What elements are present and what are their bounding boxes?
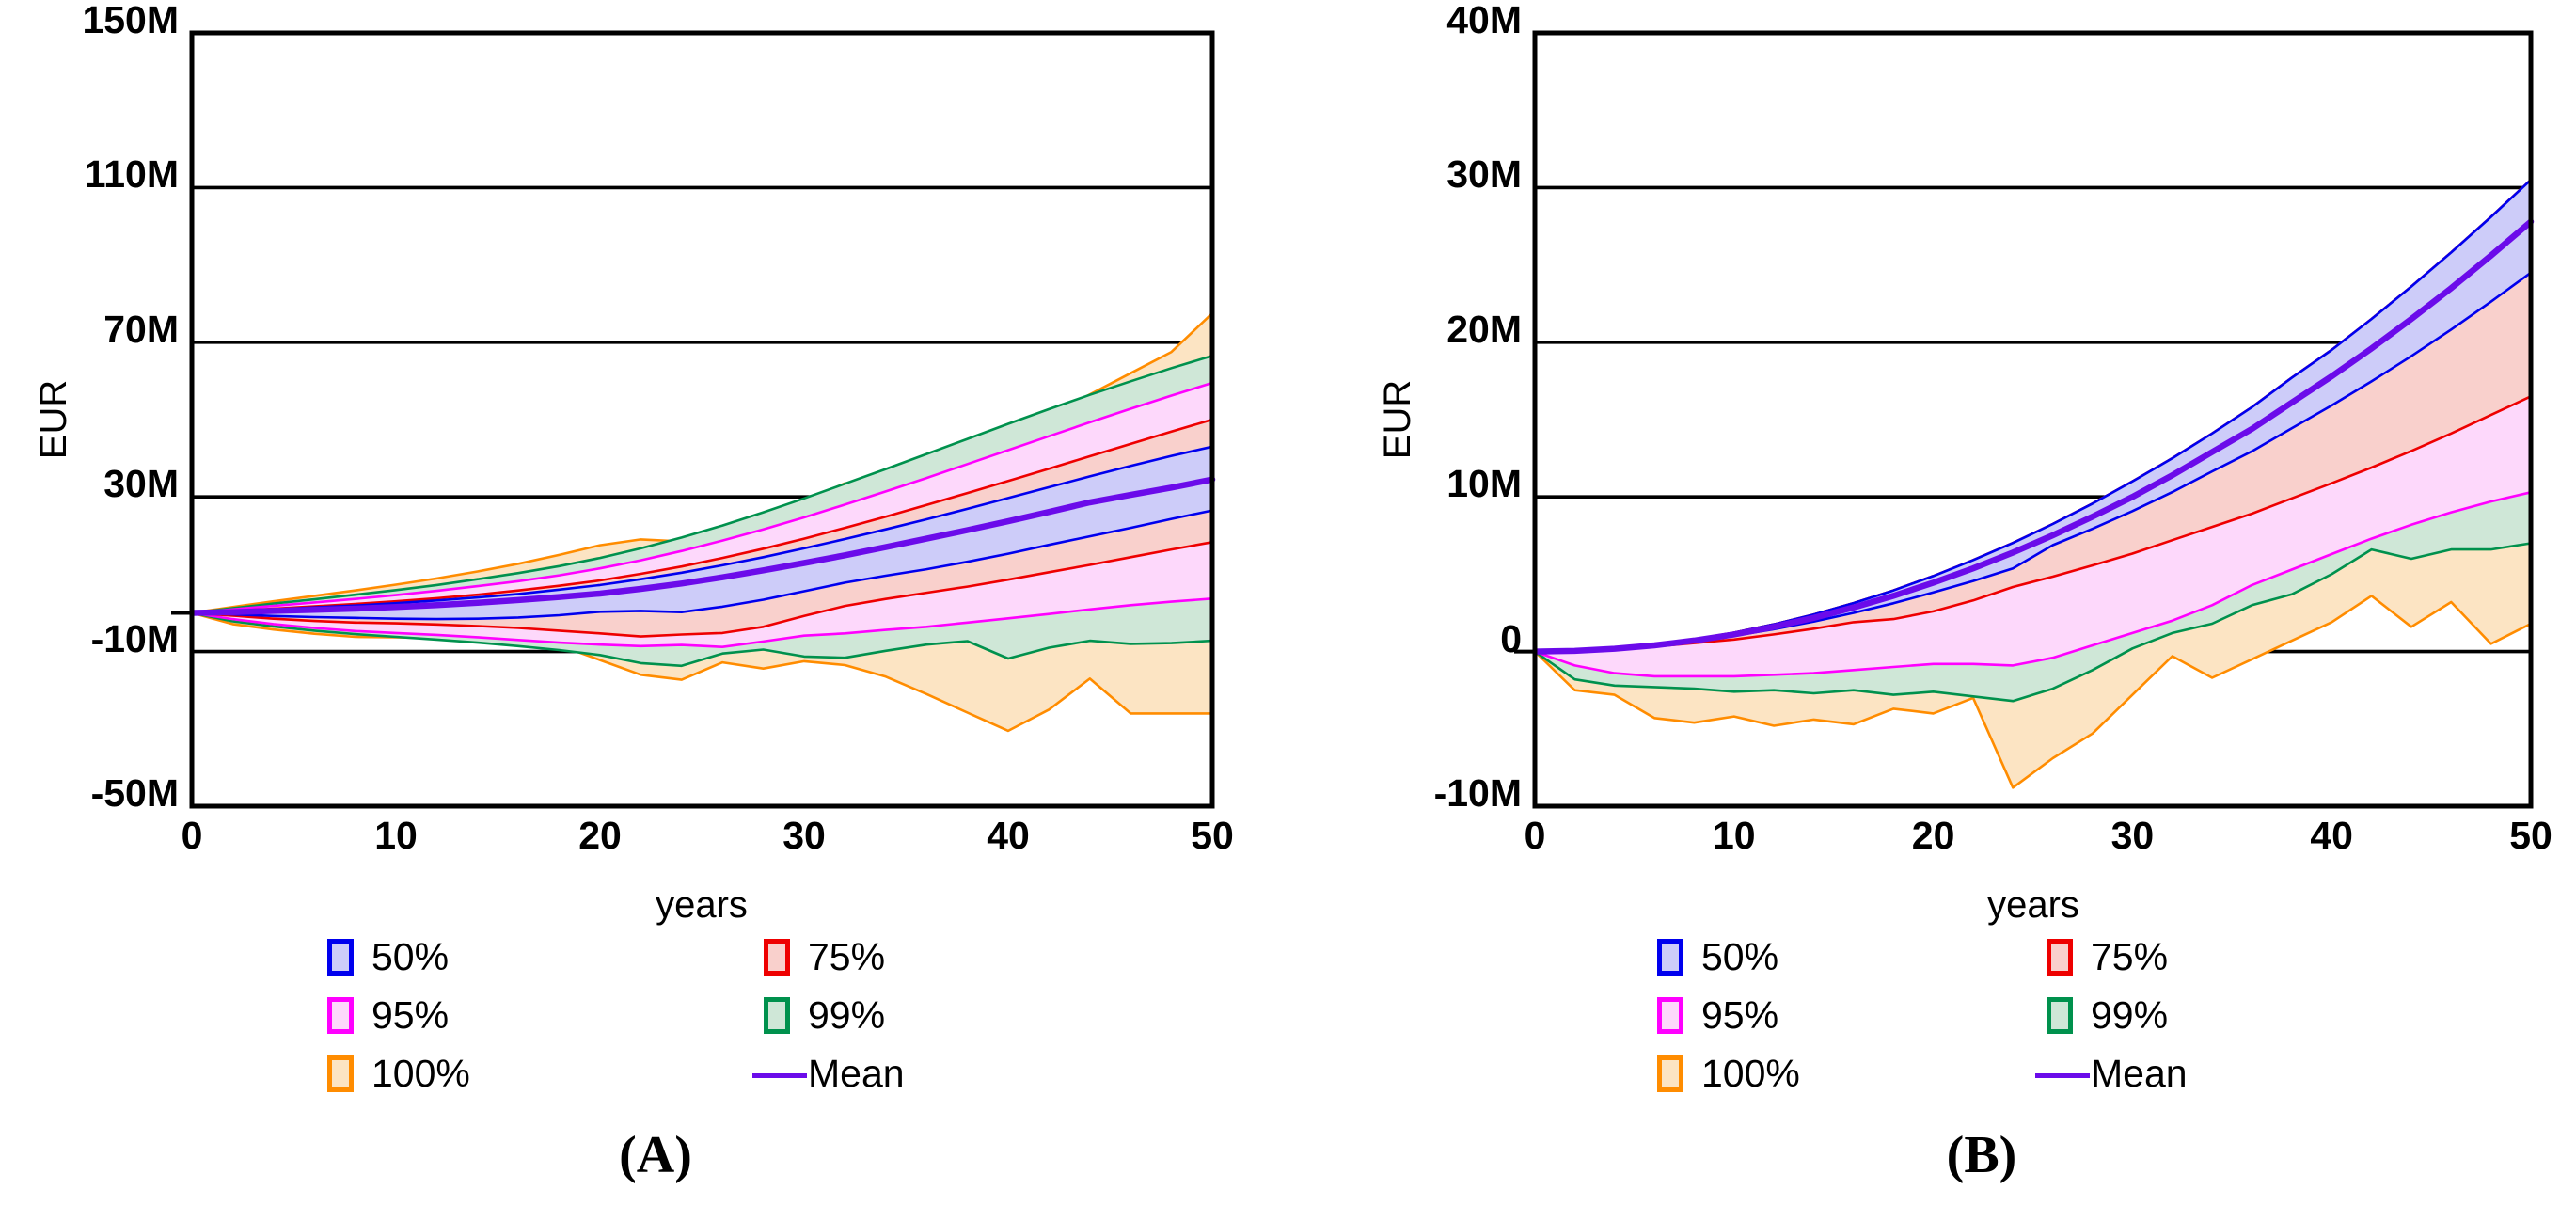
y-tick-label--50M: -50M bbox=[90, 771, 179, 815]
legend-mean-line-swatch bbox=[752, 1073, 807, 1078]
y-tick-label-150M: 150M bbox=[82, 0, 179, 41]
x-tick-label-40: 40 bbox=[987, 814, 1030, 857]
mean-line-chart-(A) bbox=[188, 476, 1216, 616]
panel-caption-a: (A) bbox=[619, 1126, 692, 1184]
y-tick-label-30M: 30M bbox=[103, 462, 179, 506]
x-tick-label-50: 50 bbox=[2509, 814, 2552, 857]
legend-label-50%: 50% bbox=[1701, 935, 1779, 978]
legend-swatch-95% bbox=[1657, 997, 1683, 1034]
legend-swatch-50% bbox=[327, 939, 354, 976]
legend-swatch-100% bbox=[1657, 1055, 1683, 1092]
legend-label-75%: 75% bbox=[808, 935, 886, 978]
y-tick-label-110M: 110M bbox=[84, 152, 179, 197]
legend-label-75%: 75% bbox=[2091, 935, 2169, 978]
legend-swatch-100% bbox=[327, 1055, 354, 1092]
x-tick-label-50: 50 bbox=[1191, 814, 1234, 857]
legend-swatch-75% bbox=[2047, 939, 2073, 976]
y-tick-label--10M: -10M bbox=[90, 616, 179, 660]
legend-swatch-99% bbox=[2047, 997, 2073, 1034]
legend-mean-line-swatch bbox=[2035, 1073, 2090, 1078]
x-tick-label-30: 30 bbox=[782, 814, 826, 857]
x-tick-label-0: 0 bbox=[181, 814, 203, 857]
x-tick-label-10: 10 bbox=[374, 814, 418, 857]
y-axis-title-chart-a: EUR bbox=[33, 379, 74, 460]
legend-label-Mean: Mean bbox=[2091, 1052, 2188, 1095]
legend-label-50%: 50% bbox=[371, 935, 450, 978]
y-tick-label-10M: 10M bbox=[1446, 462, 1522, 506]
legend-swatch-50% bbox=[1657, 939, 1683, 976]
plot-frame-chart-(B) bbox=[1532, 30, 2534, 809]
x-tick-label-40: 40 bbox=[2310, 814, 2353, 857]
x-tick-label-10: 10 bbox=[1712, 814, 1756, 857]
x-tick-label-30: 30 bbox=[2110, 814, 2155, 857]
legend-label-100%: 100% bbox=[371, 1052, 470, 1095]
y-tick-label--10M: -10M bbox=[1433, 771, 1522, 815]
y-axis-title-chart-b: EUR bbox=[1377, 379, 1418, 460]
y-tick-label-70M: 70M bbox=[103, 307, 179, 351]
mean-line-chart-(B) bbox=[1531, 218, 2535, 655]
legend-label-99%: 99% bbox=[808, 993, 886, 1037]
y-tick-label-30M: 30M bbox=[1446, 152, 1522, 197]
legend-label-Mean: Mean bbox=[808, 1052, 905, 1095]
x-tick-label-0: 0 bbox=[1524, 814, 1546, 857]
legend-label-99%: 99% bbox=[2091, 993, 2169, 1037]
panel-caption-b: (B) bbox=[1946, 1126, 2017, 1184]
plot-frame-chart-(A) bbox=[189, 30, 1215, 809]
x-axis-title-chart-b: years bbox=[1987, 884, 2079, 926]
y-tick-label-0: 0 bbox=[1500, 616, 1522, 660]
legend-swatch-95% bbox=[327, 997, 354, 1034]
legend-label-95%: 95% bbox=[1701, 993, 1779, 1037]
y-tick-label-20M: 20M bbox=[1446, 307, 1522, 351]
legend-label-95%: 95% bbox=[371, 993, 450, 1037]
x-axis-title-chart-a: years bbox=[656, 884, 748, 926]
y-tick-label-40M: 40M bbox=[1446, 0, 1522, 41]
x-tick-label-20: 20 bbox=[578, 814, 622, 857]
legend-swatch-75% bbox=[764, 939, 790, 976]
legend-swatch-99% bbox=[764, 997, 790, 1034]
legend-label-100%: 100% bbox=[1701, 1052, 1800, 1095]
x-tick-label-20: 20 bbox=[1911, 814, 1955, 857]
